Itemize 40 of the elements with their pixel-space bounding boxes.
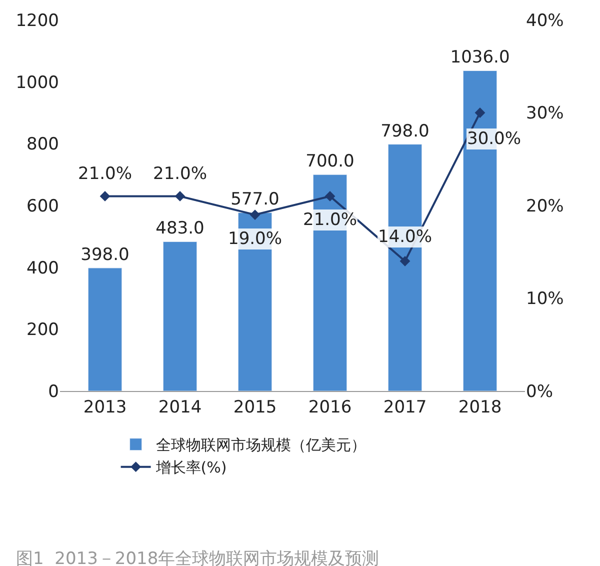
x-tick-label: 2014 xyxy=(158,397,202,418)
point xyxy=(474,108,486,118)
y2-tick-label: 40% xyxy=(526,10,564,31)
point xyxy=(250,210,260,220)
data-label: 398.0 xyxy=(80,244,130,265)
y-tick-label: 0 xyxy=(48,382,59,402)
x-tick-label: 2013 xyxy=(83,397,127,418)
data-label: 19.0% xyxy=(228,229,282,249)
bar xyxy=(88,268,122,391)
data-label: 577.0 xyxy=(230,190,280,210)
data-label: 21.0% xyxy=(153,164,208,184)
data-label: 21.0% xyxy=(303,210,358,230)
point xyxy=(100,191,110,202)
data-label: 1036.0 xyxy=(450,48,510,68)
y2-tick-label: 30% xyxy=(526,104,564,124)
data-label: 30.0% xyxy=(467,129,522,149)
y2-tick-label: 10% xyxy=(526,289,564,310)
data-label: 700.0 xyxy=(306,152,354,172)
point xyxy=(174,191,186,202)
y2-tick-label: 20% xyxy=(526,196,564,216)
y-tick-label: 600 xyxy=(26,196,59,216)
x-tick-label: 2017 xyxy=(383,397,427,418)
y-tick-label: 800 xyxy=(26,134,59,155)
x-tick-label: 2018 xyxy=(458,397,502,418)
point xyxy=(324,191,336,202)
data-label: 483.0 xyxy=(156,218,204,239)
data-label: 21.0% xyxy=(78,164,132,184)
legend-label: 全球物联网市场规模（亿美元） xyxy=(156,436,366,454)
data-label: 14.0% xyxy=(378,227,432,247)
legend-label: 增长率(%) xyxy=(154,458,227,477)
y2-tick-label: 0% xyxy=(526,382,553,402)
data-label: 798.0 xyxy=(380,121,430,142)
y-tick-label: 1200 xyxy=(16,10,59,31)
x-tick-label: 2016 xyxy=(308,397,352,418)
y-tick-label: 200 xyxy=(26,320,59,340)
point xyxy=(400,256,410,266)
y-tick-label: 400 xyxy=(26,258,59,278)
bar xyxy=(162,241,198,391)
x-tick-label: 2015 xyxy=(233,397,277,418)
y-tick-label: 1000 xyxy=(16,72,59,93)
